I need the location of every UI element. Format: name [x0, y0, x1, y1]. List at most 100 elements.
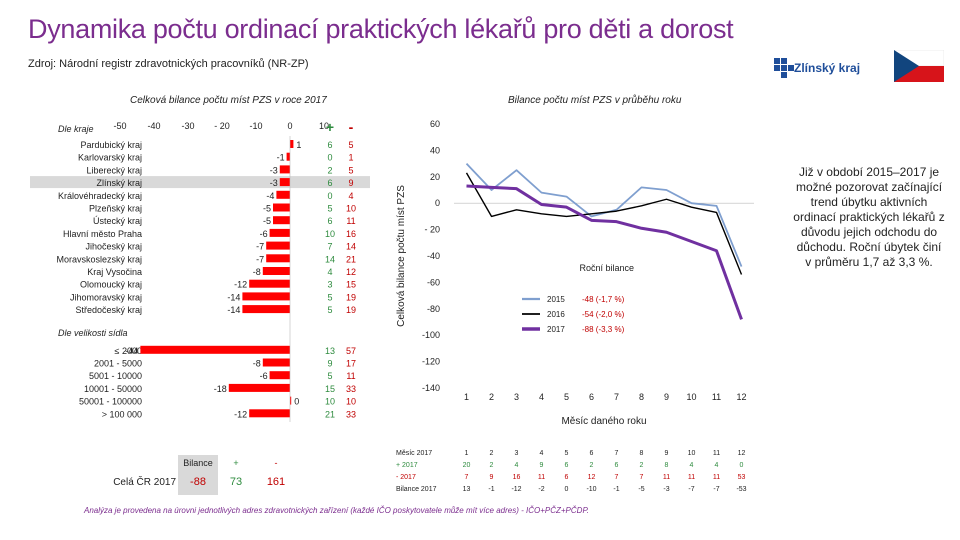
table-cell: -12	[511, 486, 521, 493]
size-minus: 10	[346, 397, 356, 407]
total-minus-header: -	[275, 458, 278, 468]
region-value-label: -12	[234, 280, 247, 290]
region-name: Kraj Vysočina	[87, 267, 142, 277]
region-plus: 6	[327, 178, 332, 188]
legend-name-2015: 2015	[547, 295, 565, 304]
region-minus: 5	[348, 165, 353, 175]
size-name: 2001 - 5000	[94, 359, 142, 369]
footnote: Analýza je provedena na úrovni jednotliv…	[84, 506, 589, 515]
table-cell: 4	[540, 450, 544, 457]
size-bar	[140, 345, 290, 354]
size-plus: 9	[327, 359, 332, 369]
brand-logo: Zlínský kraj	[774, 58, 892, 78]
y-tick-label: -120	[422, 357, 440, 367]
x-tick-label: 9	[664, 392, 669, 402]
legend-title: Roční bilance	[579, 263, 634, 273]
region-name: Liberecký kraj	[86, 165, 142, 175]
table-cell: 53	[738, 474, 746, 481]
table-cell: 2	[490, 462, 494, 469]
size-name: ≤ 2000	[115, 346, 142, 356]
y-tick-label: -40	[427, 251, 440, 261]
region-plus: 2	[327, 165, 332, 175]
table-cell: 6	[615, 462, 619, 469]
axis-tick-label: - 20	[214, 121, 230, 131]
x-tick-label: 6	[589, 392, 594, 402]
size-minus: 33	[346, 409, 356, 419]
table-cell: 10	[688, 450, 696, 457]
region-plus: 6	[327, 140, 332, 150]
size-minus: 57	[346, 346, 356, 356]
region-plus: 5	[327, 292, 332, 302]
legend-note-2016: -54 (-2,0 %)	[582, 310, 625, 319]
table-row-label: + 2017	[396, 462, 418, 469]
y-tick-label: -140	[422, 383, 440, 393]
region-minus: 4	[348, 191, 353, 201]
region-plus: 7	[327, 242, 332, 252]
x-tick-label: 8	[639, 392, 644, 402]
region-minus: 10	[346, 204, 356, 214]
axis-tick-label: 0	[287, 121, 292, 131]
region-bar	[266, 241, 290, 250]
table-cell: 12	[588, 474, 596, 481]
table-cell: 8	[665, 462, 669, 469]
size-value-label: -18	[214, 384, 227, 394]
region-name: Plzeňský kraj	[89, 204, 142, 214]
axis-tick-label: -50	[113, 121, 126, 131]
region-name: Jihočeský kraj	[85, 242, 142, 252]
legend-name-2017: 2017	[547, 325, 565, 334]
size-minus: 11	[346, 371, 355, 381]
table-cell: 2	[490, 450, 494, 457]
table-cell: 11	[538, 474, 545, 481]
region-minus: 1	[348, 153, 353, 163]
brand-name: Zlínský kraj	[794, 61, 861, 75]
table-cell: 7	[615, 474, 619, 481]
table-cell: -1	[488, 486, 494, 493]
table-cell: 3	[515, 450, 519, 457]
axis-tick-label: -40	[147, 121, 160, 131]
region-minus: 12	[346, 267, 356, 277]
region-bar	[273, 216, 290, 225]
y-tick-label: 60	[430, 119, 440, 129]
region-bar	[262, 267, 290, 275]
region-bar	[242, 305, 290, 314]
region-name: Středočeský kraj	[75, 305, 142, 315]
region-value-label: -8	[253, 267, 261, 277]
region-value-label: -5	[263, 204, 271, 214]
table-cell: 11	[688, 474, 695, 481]
region-minus: 21	[346, 254, 356, 264]
size-bar	[290, 396, 292, 405]
region-bar	[266, 254, 290, 263]
source-note: Zdroj: Národní registr zdravotnických pr…	[28, 58, 309, 70]
table-cell: 5	[565, 450, 569, 457]
table-cell: 7	[465, 474, 469, 481]
table-cell: -5	[638, 486, 644, 493]
x-tick-label: 10	[686, 392, 696, 402]
total-plus-header: +	[233, 458, 238, 468]
table-row-label: Bilance 2017	[396, 486, 437, 493]
size-value-label: -44	[125, 346, 138, 356]
region-name: Pardubický kraj	[80, 140, 142, 150]
total-label: Celá ČR 2017	[113, 475, 176, 488]
size-name: > 100 000	[102, 409, 142, 419]
summary-text: Již v období 2015–2017 je možné pozorova…	[793, 165, 945, 269]
region-plus: 14	[325, 254, 335, 264]
region-minus: 14	[346, 242, 356, 252]
minus-header: -	[349, 119, 354, 135]
table-cell: -53	[736, 486, 746, 493]
region-bar	[273, 203, 290, 212]
right-chart-header: Bilance počtu míst PZS v průběhu roku	[508, 95, 682, 106]
legend-note-2017: -88 (-3,3 %)	[582, 325, 625, 334]
region-minus: 9	[348, 178, 353, 188]
size-name: 10001 - 50000	[84, 384, 142, 394]
region-value-label: -3	[270, 165, 278, 175]
y-tick-label: -100	[422, 330, 440, 340]
region-plus: 3	[327, 280, 332, 290]
x-tick-label: 7	[614, 392, 619, 402]
table-row-label: - 2017	[396, 474, 416, 481]
legend-note-2015: -48 (-1,7 %)	[582, 295, 625, 304]
table-cell: 7	[615, 450, 619, 457]
table-cell: -1	[613, 486, 619, 493]
page-title: Dynamika počtu ordinací praktických léka…	[28, 14, 734, 44]
legend-name-2016: 2016	[547, 310, 565, 319]
